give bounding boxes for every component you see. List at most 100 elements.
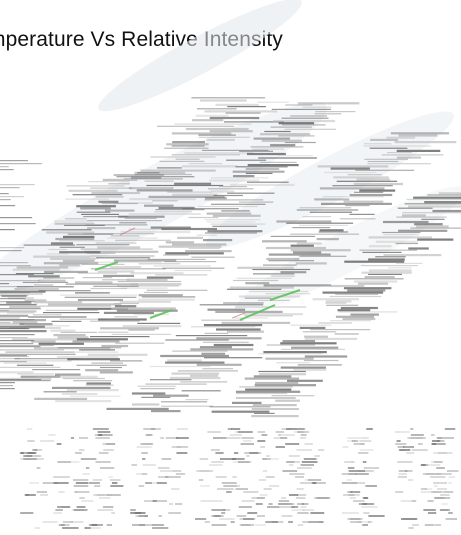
block-fragment xyxy=(239,461,252,463)
streak-line xyxy=(368,258,405,261)
streak-line xyxy=(239,386,293,388)
block-fragment xyxy=(32,449,38,451)
streak-line xyxy=(76,244,130,246)
streak-line xyxy=(169,376,221,380)
block-fragment xyxy=(227,428,232,430)
block-fragment xyxy=(365,485,377,487)
streak-line xyxy=(278,122,315,125)
streak-line xyxy=(144,291,168,294)
streak-line xyxy=(290,233,359,235)
streak-line xyxy=(258,353,323,355)
block-fragment xyxy=(207,431,221,433)
streak-line xyxy=(60,331,97,333)
block-fragment xyxy=(94,434,100,436)
streak-line xyxy=(296,209,359,211)
block-fragment xyxy=(243,491,259,493)
streak-line xyxy=(62,377,105,380)
streak-line xyxy=(207,188,254,190)
streak-line xyxy=(86,252,116,254)
streak-line xyxy=(421,218,445,220)
block-fragment xyxy=(366,428,373,430)
streak-line xyxy=(268,260,314,262)
streak-line xyxy=(114,316,138,318)
streak-line xyxy=(120,230,191,234)
block-fragment xyxy=(348,470,365,472)
block-fragment xyxy=(278,503,293,505)
streak-line xyxy=(370,138,399,141)
streak-line xyxy=(52,386,111,389)
streak-line xyxy=(293,368,327,371)
block-fragment xyxy=(437,440,445,442)
streak-line xyxy=(53,334,86,337)
block-fragment xyxy=(219,518,235,520)
block-fragment xyxy=(110,485,124,487)
streak-line xyxy=(312,298,359,301)
block-fragment xyxy=(55,509,63,511)
edge-tick xyxy=(0,343,34,345)
block-fragment xyxy=(302,509,315,511)
block-fragment xyxy=(131,464,137,466)
block-fragment xyxy=(48,434,56,436)
block-fragment xyxy=(312,482,317,484)
block-fragment xyxy=(281,515,293,517)
block-fragment xyxy=(342,512,359,514)
block-fragment xyxy=(297,503,305,505)
streak-line xyxy=(110,360,143,362)
streak-line xyxy=(318,322,352,324)
block-fragment xyxy=(158,476,169,478)
streak-line xyxy=(325,302,347,304)
block-fragment xyxy=(146,434,152,436)
streak-line xyxy=(413,196,461,199)
streak-line xyxy=(128,213,201,215)
streak-line xyxy=(244,315,293,317)
streak-line xyxy=(245,168,280,170)
streak-line xyxy=(181,390,221,392)
streak-line xyxy=(326,304,359,306)
streak-line xyxy=(254,412,275,414)
block-fragment xyxy=(300,437,307,439)
block-fragment xyxy=(211,509,226,511)
block-fragment xyxy=(282,434,295,436)
block-fragment xyxy=(232,458,245,460)
block-fragment xyxy=(304,479,311,481)
streak-line xyxy=(282,340,316,343)
block-fragment xyxy=(70,521,84,523)
block-fragment xyxy=(262,458,267,460)
block-fragment xyxy=(347,467,355,469)
streak-line xyxy=(237,266,294,269)
block-fragment xyxy=(400,431,410,433)
streak-line xyxy=(165,361,225,364)
streak-line xyxy=(293,251,322,254)
block-fragment xyxy=(211,515,224,517)
streak-line xyxy=(398,229,448,232)
block-fragment xyxy=(215,452,224,454)
block-fragment xyxy=(344,461,354,463)
edge-tick xyxy=(0,298,26,300)
block-fragment xyxy=(410,434,424,436)
block-fragment xyxy=(291,506,299,508)
block-fragment xyxy=(297,524,304,526)
block-fragment xyxy=(99,497,111,499)
streak-line xyxy=(196,363,242,366)
streak-line xyxy=(0,316,20,319)
streak-line xyxy=(318,231,349,233)
block-fragment xyxy=(92,428,109,430)
streak-line xyxy=(164,147,209,149)
red-trace xyxy=(119,227,246,319)
block-fragment xyxy=(195,518,207,520)
streak-line xyxy=(383,220,429,224)
block-fragment xyxy=(361,506,378,508)
block-fragment xyxy=(97,434,113,436)
streak-line xyxy=(81,213,119,215)
block-fragment xyxy=(236,515,247,517)
block-fragment xyxy=(213,437,227,439)
block-fragment xyxy=(19,452,24,454)
streak-line xyxy=(344,260,405,263)
block-fragment xyxy=(141,452,148,454)
streak-line xyxy=(232,170,285,173)
streak-line xyxy=(402,212,461,214)
streak-line xyxy=(196,108,237,110)
streak-line xyxy=(344,278,404,280)
block-fragment xyxy=(147,482,156,484)
streak-line xyxy=(41,229,92,231)
